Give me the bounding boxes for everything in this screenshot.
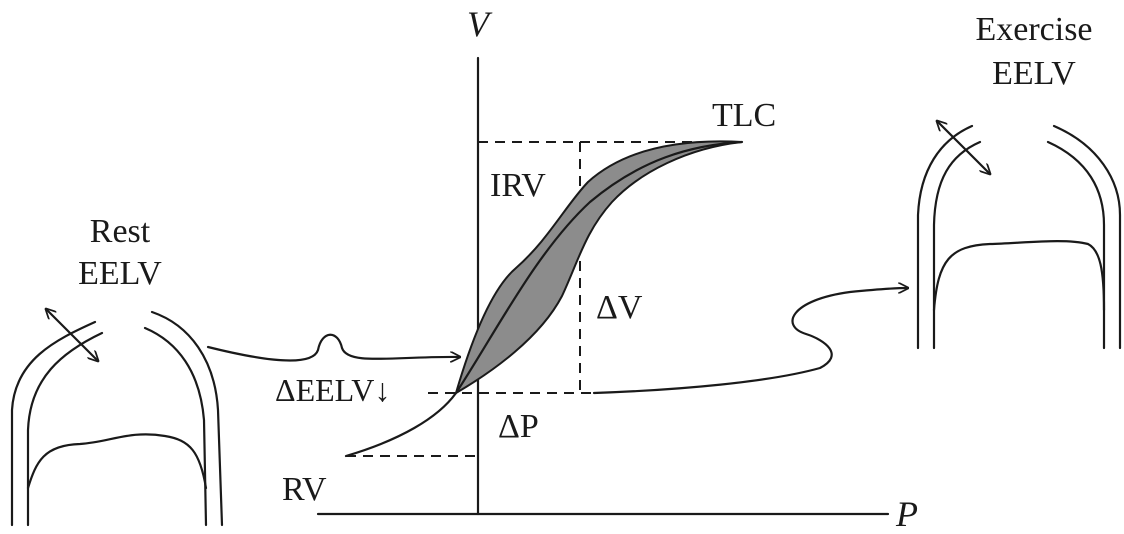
rest-airway-right-inner bbox=[143, 326, 208, 527]
rest-double-arrow-icon bbox=[46, 309, 98, 361]
delta-p-label: ΔP bbox=[498, 408, 539, 445]
rest-diaphragm bbox=[26, 433, 208, 490]
delta-v-label: ΔV bbox=[596, 289, 643, 326]
rest-airway-right-outer bbox=[150, 310, 224, 527]
rest-airway-left-outer bbox=[10, 320, 97, 527]
exercise-airway-left-outer bbox=[916, 124, 974, 350]
exercise-airway-right-outer bbox=[1052, 124, 1122, 350]
rest-arrow bbox=[206, 333, 460, 361]
v-axis-label: V bbox=[467, 4, 493, 44]
exercise-title-line1: Exercise bbox=[975, 11, 1092, 48]
rest-title-line1: Rest bbox=[90, 213, 151, 250]
exercise-lung-diagram bbox=[916, 121, 1122, 350]
exercise-double-arrow-icon bbox=[937, 121, 990, 174]
delta-eelv-label: ΔEELV↓ bbox=[275, 372, 390, 408]
exercise-airway-right-inner bbox=[1046, 140, 1106, 350]
p-axis-label: P bbox=[895, 494, 918, 534]
rv-label: RV bbox=[282, 471, 327, 508]
exercise-title-line2: EELV bbox=[992, 55, 1076, 92]
rest-airway-left-inner bbox=[26, 331, 104, 527]
pressure-volume-curve bbox=[344, 140, 744, 458]
reference-dashed-lines bbox=[346, 141, 740, 457]
tlc-label: TLC bbox=[712, 97, 776, 134]
rest-title-line2: EELV bbox=[78, 255, 162, 292]
exercise-diaphragm bbox=[932, 240, 1106, 312]
irv-label: IRV bbox=[490, 167, 546, 204]
exercise-arrow bbox=[592, 288, 908, 395]
rest-lung-diagram bbox=[10, 309, 224, 527]
